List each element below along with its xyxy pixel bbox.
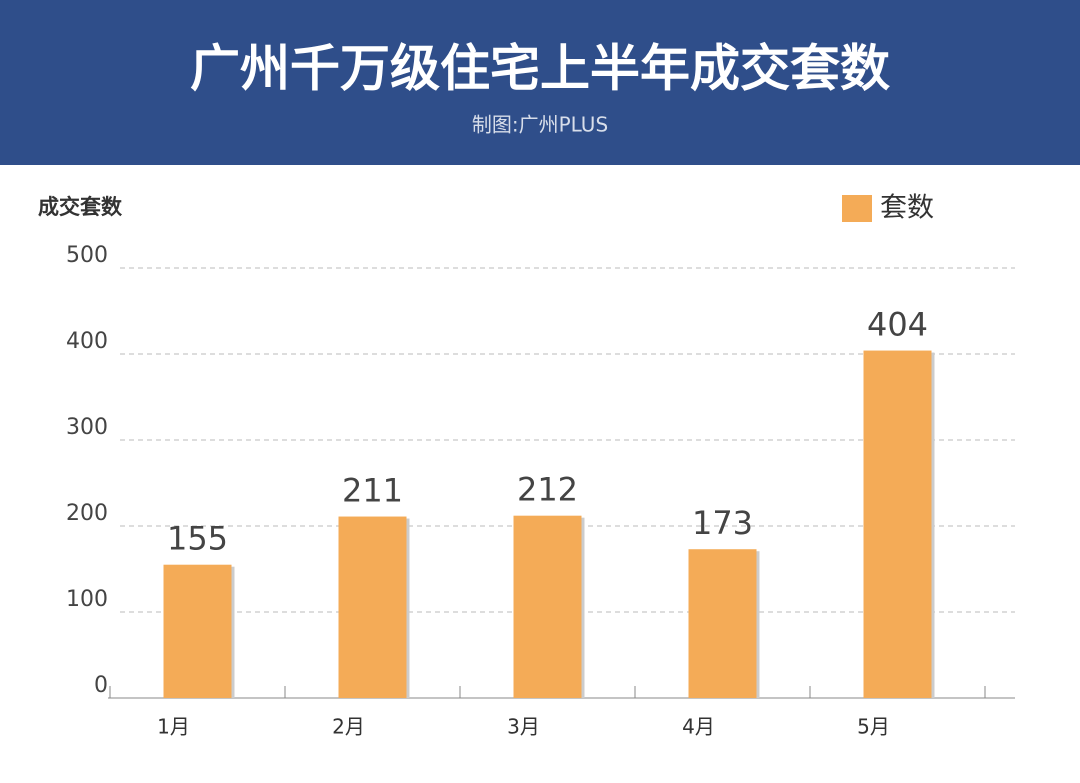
bar <box>863 350 932 698</box>
bar <box>163 564 232 698</box>
y-tick-label: 0 <box>94 673 108 698</box>
x-tick-label: 2月 <box>332 715 365 739</box>
bar <box>688 549 757 698</box>
x-tick-label: 5月 <box>857 715 890 739</box>
value-label: 155 <box>167 520 228 558</box>
y-tick-label: 200 <box>66 501 108 526</box>
y-tick-label: 300 <box>66 415 108 440</box>
header-band <box>0 0 1080 165</box>
x-tick-label: 4月 <box>682 715 715 739</box>
legend-swatch <box>842 195 872 222</box>
x-tick-label: 1月 <box>157 715 190 739</box>
value-label: 212 <box>517 471 578 509</box>
value-label: 211 <box>342 472 403 510</box>
value-label: 173 <box>692 504 753 542</box>
bar <box>338 516 407 698</box>
chart-title: 广州千万级住宅上半年成交套数 <box>190 40 890 98</box>
x-tick-label: 3月 <box>507 715 540 739</box>
y-tick-label: 400 <box>66 329 108 354</box>
value-label: 404 <box>867 306 928 344</box>
bar <box>513 515 582 698</box>
y-tick-label: 100 <box>66 587 108 612</box>
chart-subtitle: 制图:广州PLUS <box>472 113 608 137</box>
y-axis-label: 成交套数 <box>38 195 123 219</box>
y-tick-label: 500 <box>66 243 108 268</box>
legend-label: 套数 <box>880 193 934 224</box>
